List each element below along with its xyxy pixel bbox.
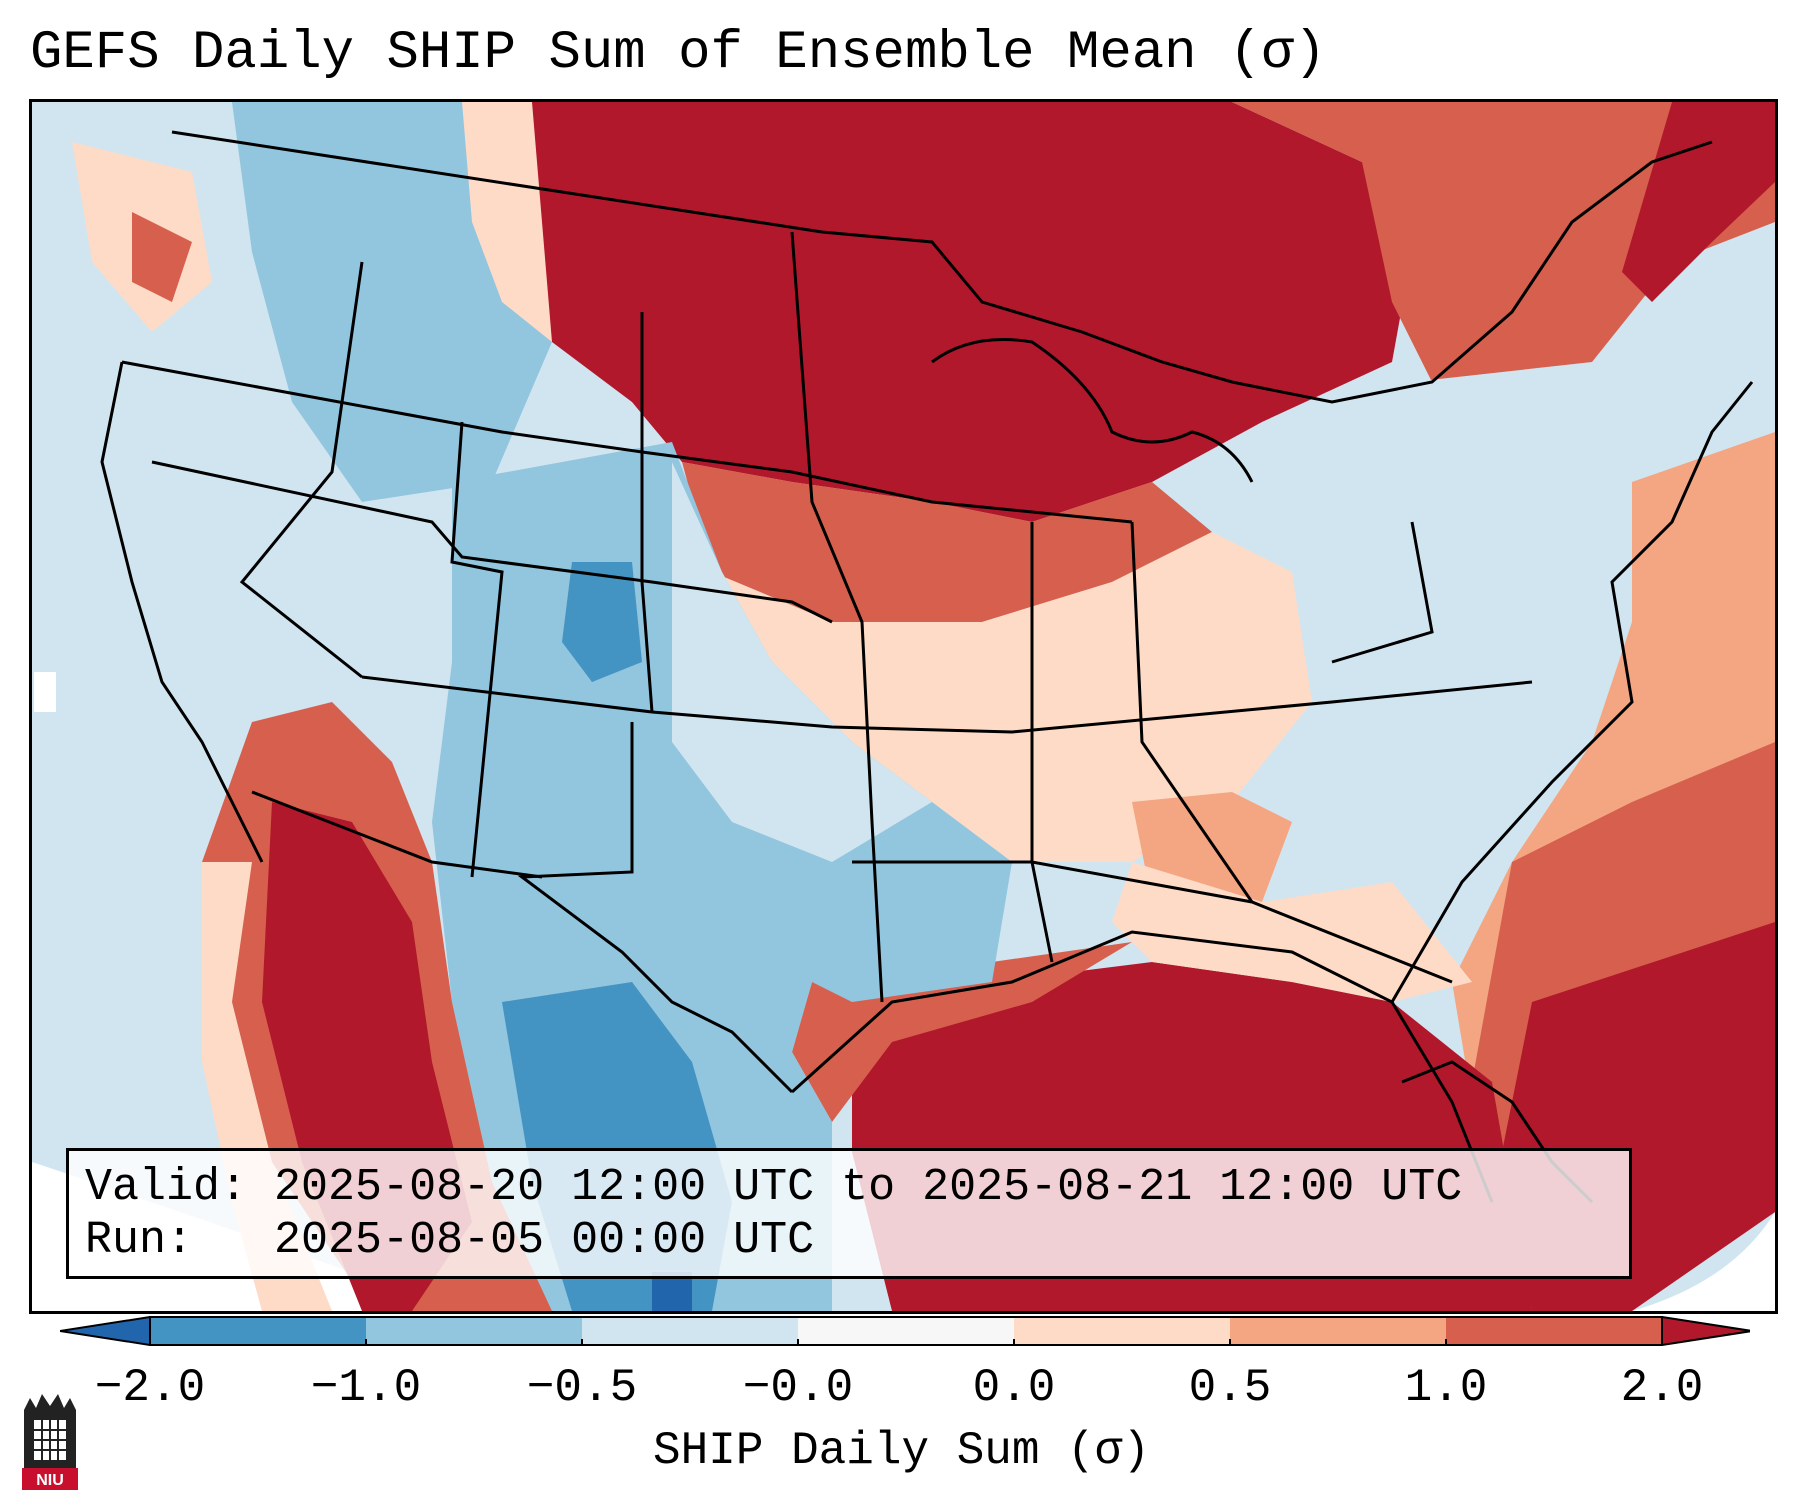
colorbar-cell (582, 1317, 798, 1345)
colorbar-tick-label: 0.5 (1188, 1362, 1272, 1414)
southeast-weak (1112, 862, 1472, 1002)
northeast-positive (1232, 102, 1775, 402)
gulf-coastline (790, 930, 1494, 1203)
east-central-line (1130, 521, 1254, 903)
colorbar-tick-label: −2.0 (94, 1362, 206, 1414)
colorado-strong-negative (562, 562, 642, 682)
valid-run-info-box: Valid: 2025-08-20 12:00 UTC to 2025-08-2… (66, 1148, 1632, 1279)
great-lakes-shore (931, 338, 1254, 483)
midwest-weak-positive (712, 532, 1312, 862)
colorbar (60, 1316, 1750, 1346)
logo-band (22, 1468, 78, 1490)
atlantic-coastline (1390, 381, 1754, 1003)
colorbar-cell (150, 1317, 366, 1345)
plains-positive (682, 462, 1212, 622)
colorbar-tick-label: 0.0 (972, 1362, 1056, 1414)
colorbar-label: SHIP Daily Sum (σ) (653, 1425, 1150, 1477)
colorbar-tick-label: −1.0 (310, 1362, 422, 1414)
projection-edge-se (1632, 1212, 1775, 1311)
map-panel (29, 99, 1778, 1314)
northern-state-line (121, 360, 1133, 524)
map-title: GEFS Daily SHIP Sum of Ensemble Mean (σ) (30, 23, 1327, 84)
colorbar-cell (1446, 1317, 1662, 1345)
mountain-state-line (450, 421, 504, 878)
colorbar-tick-label: −0.0 (742, 1362, 854, 1414)
pacific-coastline (100, 361, 264, 863)
gulf-states-line (852, 860, 1453, 984)
west-state-line (239, 261, 364, 679)
east-coast-negative (1292, 362, 1632, 702)
run-value: 2025-08-05 00:00 UTC (274, 1215, 815, 1266)
colorbar-tick-label: −0.5 (526, 1362, 638, 1414)
north-central-max (502, 102, 1412, 522)
texas-border (517, 722, 794, 1094)
colorbar-tick-label: 2.0 (1620, 1362, 1704, 1414)
niu-logo: NIU (22, 1394, 78, 1490)
run-label: Run: (85, 1215, 194, 1266)
colorbar-cell (1230, 1317, 1446, 1345)
mid-atlantic-line (1331, 521, 1434, 664)
colorbar-extend-low (60, 1316, 151, 1346)
colorbar-cell (798, 1317, 1014, 1345)
mississippi-line (1030, 522, 1054, 963)
mexico-border (251, 790, 543, 879)
colorbar-outline (149, 1316, 1663, 1346)
deep-negative-cell (652, 1272, 692, 1311)
logo-window-grid (34, 1420, 66, 1460)
logo-text: NIU (36, 1472, 64, 1489)
northwest-pacific-positive (132, 212, 192, 302)
colorbar-cell (1014, 1317, 1230, 1345)
ship-anomaly-map (32, 102, 1775, 1311)
missing-data-cell (34, 672, 56, 712)
colorbar-extend-high (1661, 1316, 1750, 1346)
valid-value: 2025-08-20 12:00 UTC to 2025-08-21 12:00… (274, 1162, 1463, 1213)
colorbar-cell (366, 1317, 582, 1345)
colorbar-tick-label: 1.0 (1404, 1362, 1488, 1414)
central-state-line (790, 231, 884, 1003)
us-canada-border-west (171, 130, 823, 234)
montana-weak-positive (462, 102, 552, 342)
valid-label: Valid: (85, 1162, 248, 1213)
boundaries (100, 130, 1754, 1204)
maritimes-max (1622, 102, 1775, 302)
state-line-2 (151, 460, 833, 624)
southern-plains-weak-negative (672, 462, 932, 862)
state-line-3 (361, 675, 1533, 734)
us-canada-border-east (821, 140, 1713, 404)
plains-state-line (640, 312, 654, 713)
